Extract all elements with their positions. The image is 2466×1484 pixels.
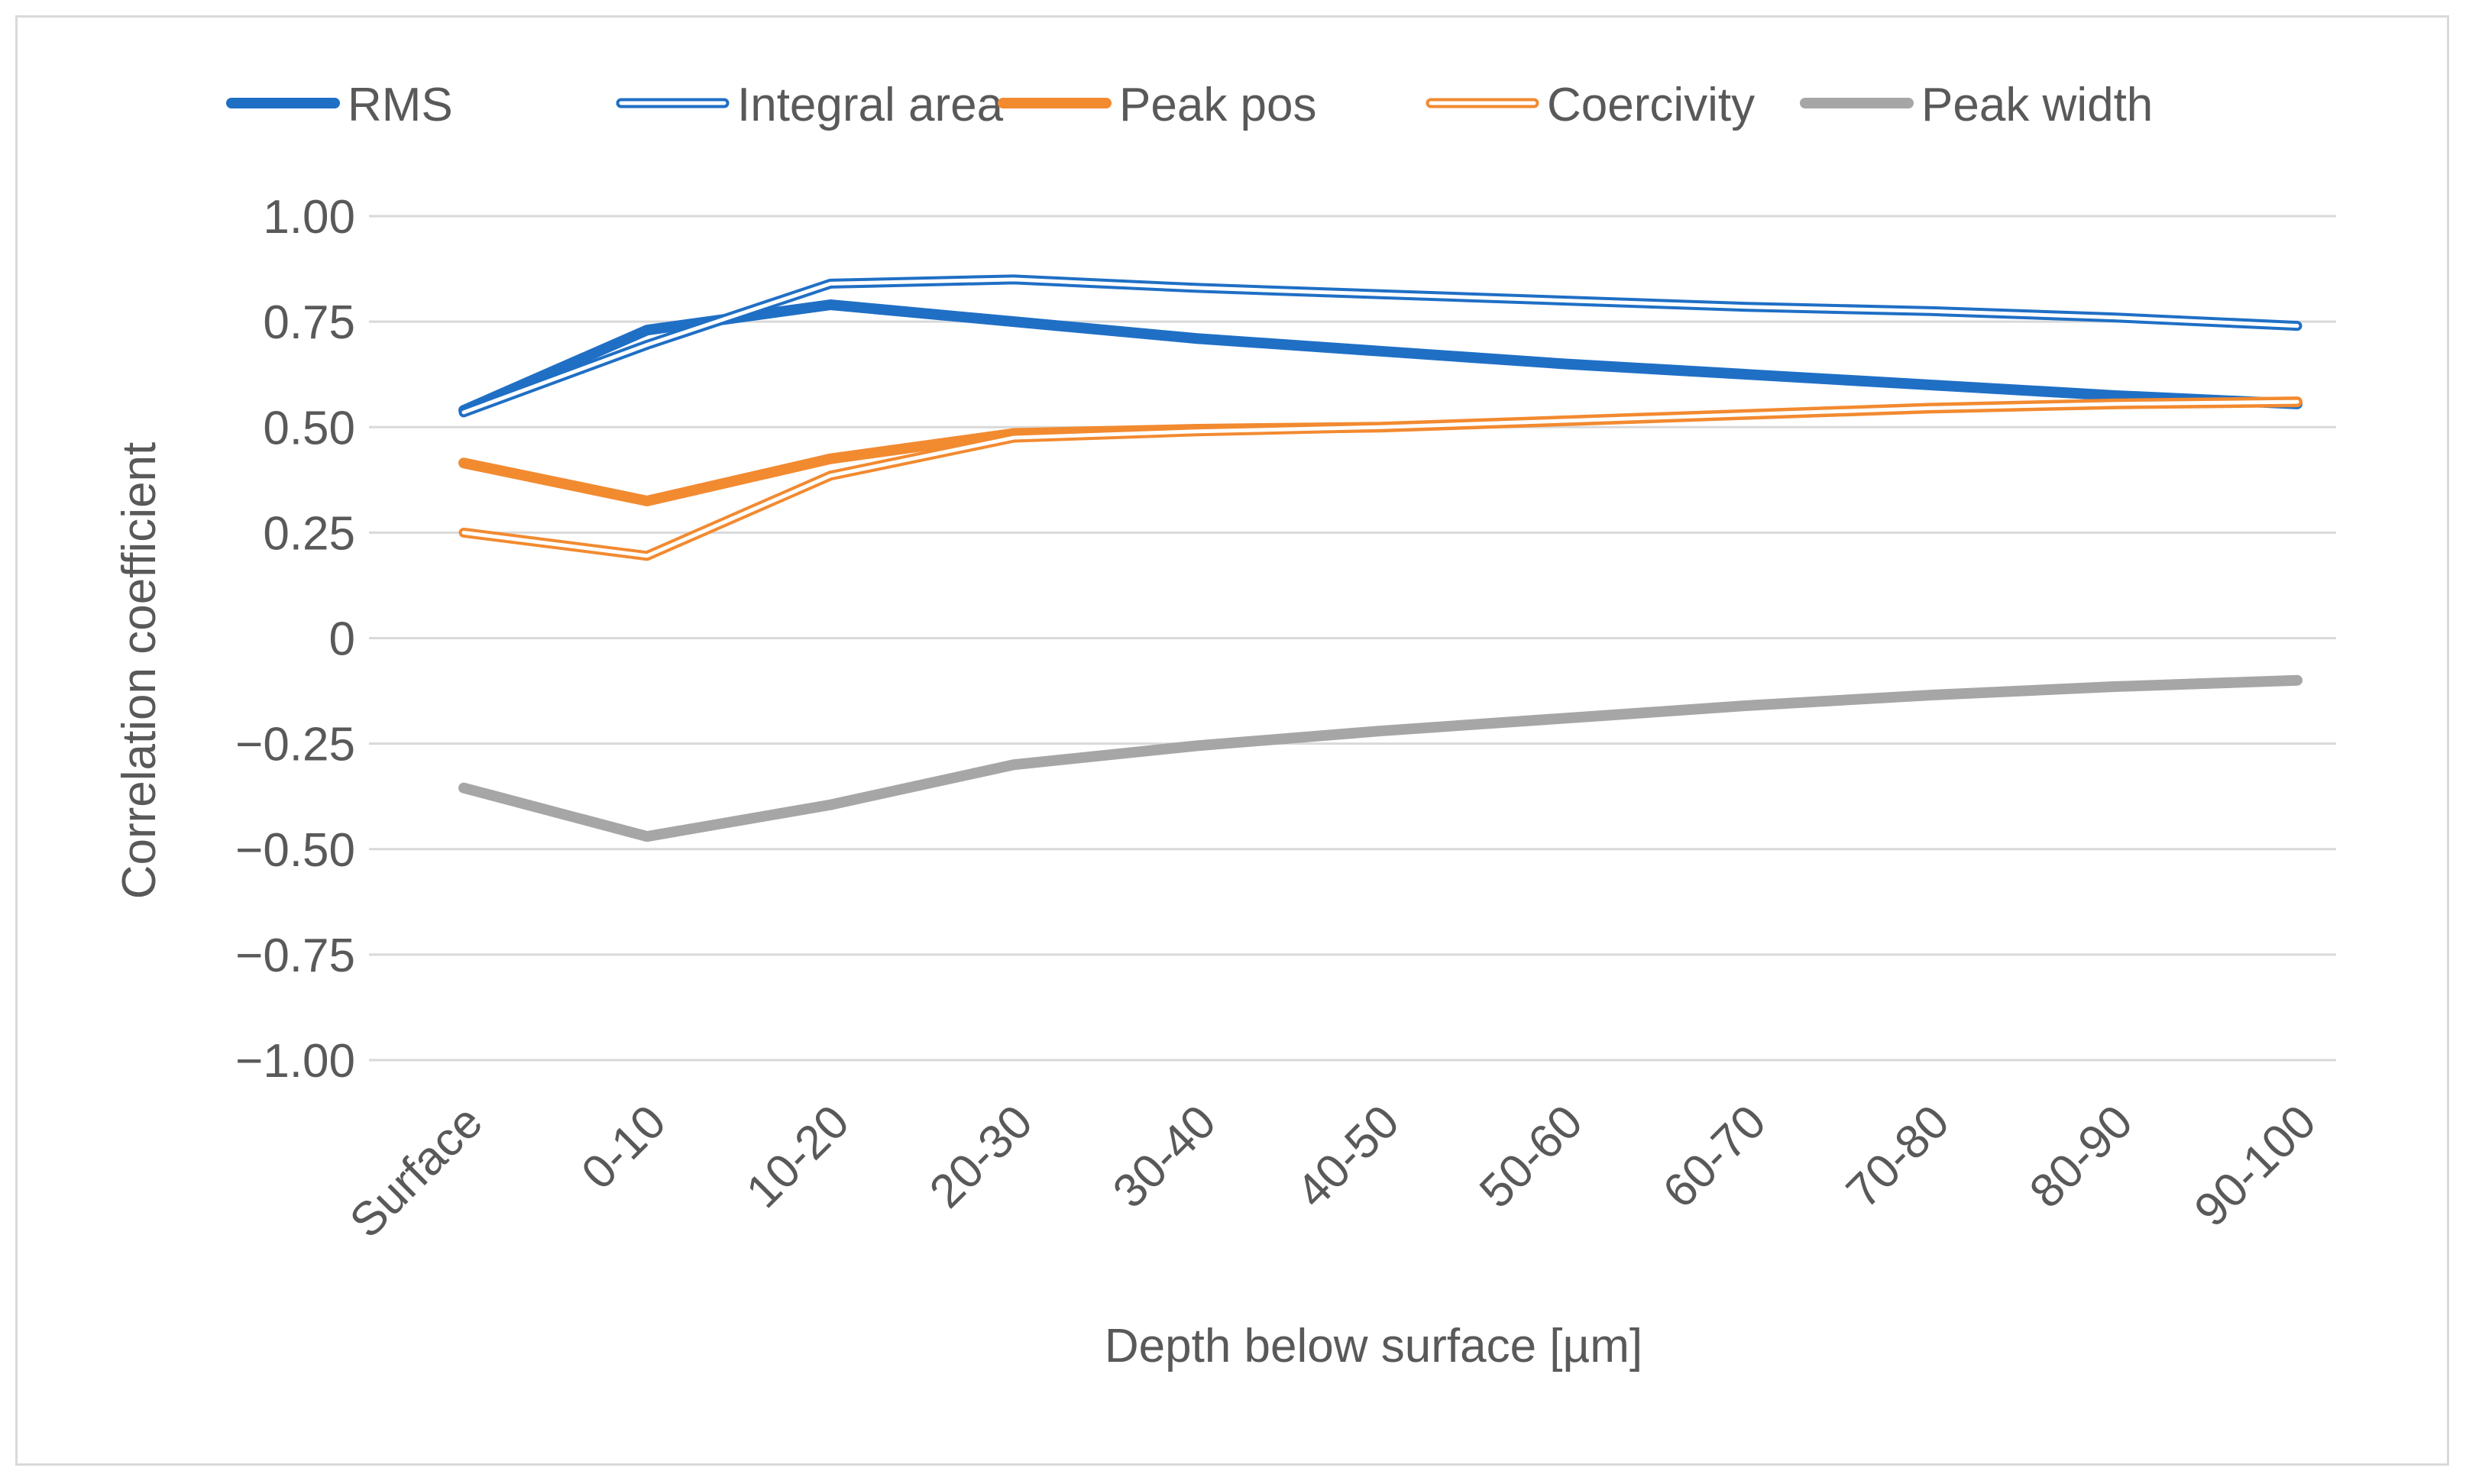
x-tick-label: 50-60 — [1470, 1095, 1593, 1218]
legend-item: Peak width — [1800, 79, 2153, 131]
x-tick-label: 90-100 — [2185, 1095, 2326, 1237]
y-tick-label: −0.25 — [235, 719, 355, 771]
legend-item: RMS — [226, 79, 453, 131]
x-tick-label: 30-40 — [1103, 1095, 1226, 1218]
line-chart: 1.00 0.75 0.50 0.25 0 −0.25 −0.50 −0.75 −1.00 Su… — [113, 79, 2336, 1372]
x-tick-label: 20-30 — [920, 1095, 1043, 1218]
y-axis-label: Correlation coefficient — [113, 442, 166, 900]
y-tick-label: −0.50 — [235, 824, 355, 877]
x-tick-label: Surface — [340, 1095, 493, 1248]
x-tick-label: 80-90 — [2020, 1095, 2143, 1218]
y-tick-label: 0 — [329, 613, 355, 666]
series-peak-pos — [458, 396, 2303, 506]
series-coercivity — [458, 396, 2303, 561]
y-tick-label: 0.50 — [263, 402, 355, 454]
y-axis-tick-labels: 1.00 0.75 0.50 0.25 0 −0.25 −0.50 −0.75 −1.00 — [235, 191, 355, 1088]
series-line-inner — [461, 277, 2299, 415]
y-tick-label: −0.75 — [235, 930, 355, 982]
series-line — [458, 299, 2303, 416]
series-line-inner — [461, 399, 2299, 558]
legend: RMS Integral area Peak pos Coercivity Peak w… — [226, 79, 2153, 131]
series-rms — [458, 299, 2303, 416]
x-tick-label: 70-80 — [1837, 1095, 1960, 1218]
legend-label: Peak width — [1921, 79, 2153, 131]
y-tick-label: 0.25 — [263, 507, 355, 560]
series-line — [458, 674, 2303, 842]
series-peak-width — [458, 674, 2303, 842]
legend-label: RMS — [348, 79, 453, 131]
x-tick-label: 10-20 — [736, 1095, 859, 1218]
x-tick-label: 60-70 — [1653, 1095, 1776, 1218]
chart-frame: 1.00 0.75 0.50 0.25 0 −0.25 −0.50 −0.75 −1.00 Su… — [15, 15, 2449, 1466]
legend-item: Coercivity — [1426, 79, 1755, 131]
series-lines — [458, 274, 2303, 842]
x-tick-label: 40-50 — [1286, 1095, 1409, 1218]
y-tick-label: 1.00 — [263, 191, 355, 244]
legend-label: Coercivity — [1547, 79, 1755, 131]
x-axis-label: Depth below surface [µm] — [1105, 1320, 1642, 1372]
series-line — [458, 396, 2303, 506]
x-tick-label: 0-10 — [571, 1095, 676, 1200]
x-axis-tick-labels: Surface 0-10 10-20 20-30 30-40 40-50 50-60 60-7… — [340, 1095, 2326, 1248]
y-tick-label: −1.00 — [235, 1035, 355, 1088]
legend-item: Peak pos — [998, 79, 1317, 131]
legend-item: Integral area — [616, 79, 1004, 131]
y-tick-label: 0.75 — [263, 296, 355, 349]
legend-label: Integral area — [737, 79, 1004, 131]
legend-label: Peak pos — [1119, 79, 1317, 131]
series-integral-area — [458, 274, 2303, 418]
